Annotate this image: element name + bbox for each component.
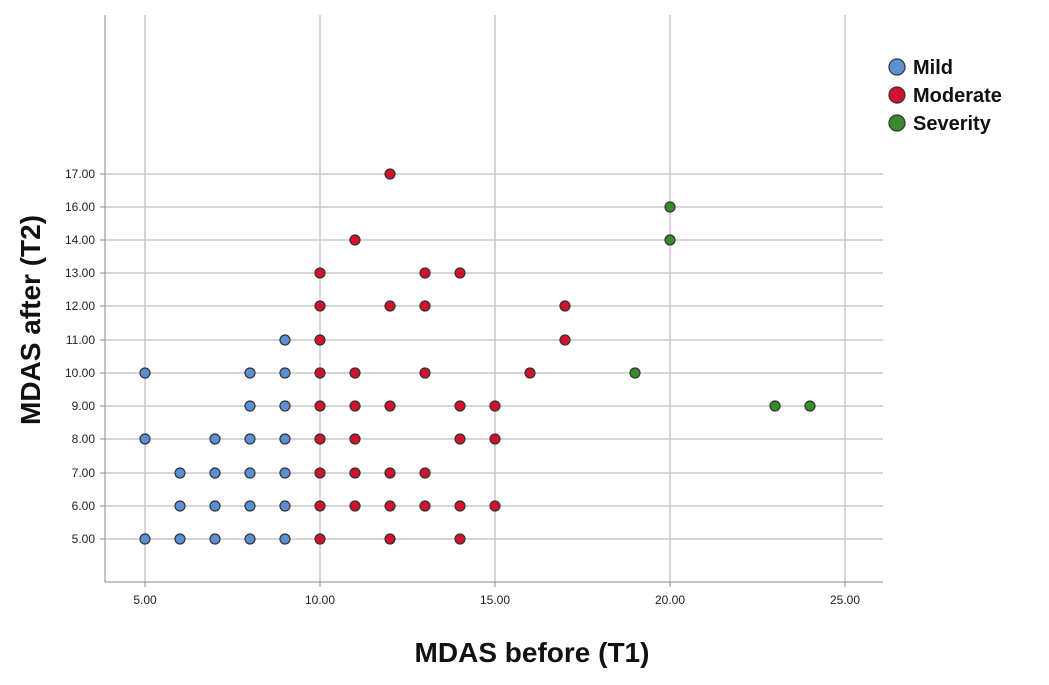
point-moderate [524,367,536,379]
y-tick-label: 14.00 [65,233,95,247]
point-mild [209,467,221,479]
point-moderate [314,367,326,379]
point-moderate [349,433,361,445]
point-moderate [314,433,326,445]
x-tick-label: 15.00 [480,593,510,607]
point-mild [174,533,186,545]
axes [104,15,883,583]
point-mild [209,500,221,512]
point-moderate [314,500,326,512]
point-moderate [559,334,571,346]
point-moderate [419,300,431,312]
point-moderate [384,467,396,479]
legend-label-moderate: Moderate [913,85,1002,107]
point-mild [279,367,291,379]
point-severity [629,367,641,379]
point-mild [174,500,186,512]
x-tick-label: 25.00 [830,593,860,607]
point-moderate [349,367,361,379]
point-mild [209,533,221,545]
point-moderate [454,400,466,412]
point-moderate [384,533,396,545]
point-severity [804,400,816,412]
point-mild [279,400,291,412]
point-moderate [314,334,326,346]
point-moderate [454,533,466,545]
point-moderate [384,300,396,312]
point-mild [244,367,256,379]
point-mild [209,433,221,445]
data-points [139,168,816,545]
point-moderate [349,467,361,479]
point-mild [279,500,291,512]
point-mild [174,467,186,479]
grid [105,15,883,582]
point-moderate [384,168,396,180]
legend-marker-moderate [888,86,906,104]
point-mild [139,433,151,445]
point-moderate [419,500,431,512]
point-moderate [559,300,571,312]
point-moderate [349,234,361,246]
point-mild [279,433,291,445]
point-moderate [454,500,466,512]
point-mild [279,467,291,479]
point-moderate [384,400,396,412]
y-tick-label: 13.00 [65,266,95,280]
point-moderate [454,433,466,445]
y-tick-label: 12.00 [65,299,95,313]
y-tick-label: 11.00 [66,333,95,347]
legend-label-mild: Mild [913,57,953,79]
point-mild [279,533,291,545]
x-tick-label: 20.00 [655,593,685,607]
x-axis-title: MDAS before (T1) [415,637,650,668]
point-mild [279,334,291,346]
x-tick-label: 5.00 [133,593,157,607]
point-moderate [349,500,361,512]
y-tick-label: 16.00 [65,200,95,214]
point-moderate [314,300,326,312]
point-moderate [419,367,431,379]
point-moderate [489,400,501,412]
legend-marker-severity [888,114,906,132]
point-severity [664,201,676,213]
tick-labels: 5.00 6.00 7.00 8.00 9.00 10.00 11.00 12.00 13.00… [65,167,860,607]
point-moderate [489,500,501,512]
y-tick-label: 6.00 [72,499,96,513]
y-tick-label: 10.00 [65,366,95,380]
y-tick-label: 9.00 [72,399,96,413]
point-moderate [314,267,326,279]
point-moderate [384,500,396,512]
y-tick-label: 17.00 [65,167,95,181]
point-mild [244,467,256,479]
point-severity [664,234,676,246]
y-tick-label: 5.00 [72,532,96,546]
legend-label-severity: Severity [913,113,992,135]
point-moderate [419,267,431,279]
point-moderate [314,400,326,412]
y-tick-label: 8.00 [72,432,96,446]
point-moderate [314,533,326,545]
point-mild [244,533,256,545]
point-mild [244,433,256,445]
point-mild [244,400,256,412]
point-mild [139,533,151,545]
legend: Mild Moderate Severity [888,57,1002,135]
point-mild [139,367,151,379]
point-moderate [489,433,501,445]
point-moderate [419,467,431,479]
point-mild [244,500,256,512]
y-axis-title: MDAS after (T2) [15,215,46,425]
point-moderate [454,267,466,279]
x-tick-label: 10.00 [305,593,335,607]
point-moderate [314,467,326,479]
y-tick-label: 7.00 [72,466,96,480]
point-moderate [349,400,361,412]
legend-marker-mild [888,58,906,76]
point-severity [769,400,781,412]
